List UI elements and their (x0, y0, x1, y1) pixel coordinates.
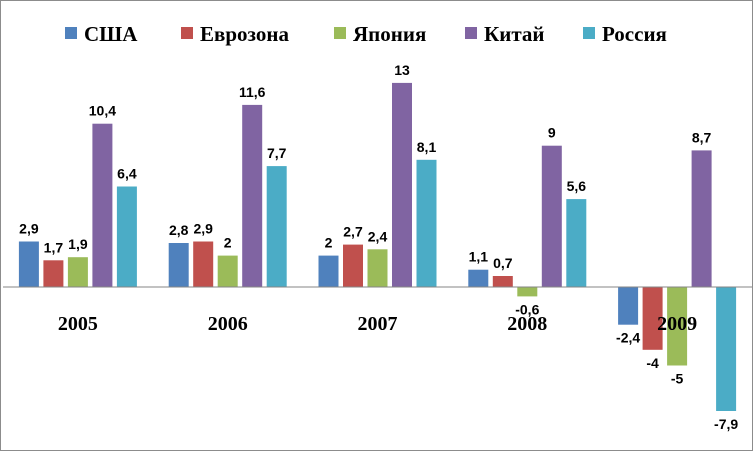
legend-item: США (65, 22, 138, 46)
legend-swatch (181, 27, 193, 39)
data-label: -4 (646, 355, 659, 371)
bar (618, 287, 639, 325)
data-label: -2,4 (616, 330, 640, 346)
data-label: 10,4 (89, 103, 116, 119)
bars-group (18, 82, 737, 411)
category-label: 2008 (507, 313, 547, 335)
data-label: -5 (671, 371, 684, 387)
bar (242, 104, 263, 288)
bar (343, 244, 363, 287)
data-label: 0,7 (493, 255, 513, 271)
data-label: 5,6 (567, 178, 587, 194)
legend-label: Китай (484, 22, 545, 46)
category-label: 2005 (58, 313, 98, 335)
legend-item: Китай (465, 22, 545, 46)
bar (492, 276, 513, 287)
bar (43, 260, 64, 287)
data-label: 7,7 (267, 145, 287, 161)
bar (367, 249, 388, 287)
data-label: 8,7 (692, 129, 712, 145)
legend-swatch (334, 27, 346, 39)
bar (468, 269, 489, 287)
legend-label: США (84, 22, 138, 46)
bar (691, 150, 712, 287)
bar (168, 243, 189, 287)
legend-label: Россия (602, 22, 667, 46)
bar (193, 241, 214, 287)
data-label: 13 (394, 62, 410, 78)
bar (642, 287, 663, 350)
bar (541, 145, 562, 287)
data-label: 1,9 (68, 236, 88, 252)
data-label: -7,9 (714, 416, 738, 432)
data-label: -0,6 (515, 301, 539, 317)
data-label: 2,9 (19, 221, 39, 237)
data-label: 1,1 (469, 249, 489, 265)
data-label: 8,1 (417, 139, 437, 155)
bar (92, 123, 113, 287)
bar (116, 186, 137, 287)
data-label: 2,9 (193, 221, 213, 237)
legend-item: Еврозона (181, 22, 289, 46)
legend-label: Еврозона (200, 22, 289, 46)
category-label: 2006 (208, 313, 248, 335)
data-label: 1,7 (44, 239, 64, 255)
data-label: 2 (325, 235, 333, 251)
data-label: 2,8 (169, 222, 189, 238)
legend-swatch (465, 27, 477, 39)
category-labels: 2005 2006 2007 2008 2009 (58, 313, 697, 335)
legend-item: Россия (583, 22, 667, 46)
legend-swatch (65, 27, 77, 39)
legend-label: Япония (353, 22, 426, 46)
category-label: 2007 (358, 313, 398, 335)
bar (667, 287, 688, 366)
bar (318, 255, 339, 287)
bar (67, 257, 88, 287)
data-label: 2 (224, 235, 232, 251)
data-label: 2,4 (368, 228, 388, 244)
bar (392, 82, 412, 288)
data-label: 6,4 (117, 166, 137, 182)
legend-item: Япония (334, 22, 426, 46)
legend: США Еврозона Япония Китай Россия (65, 22, 667, 46)
bar (416, 159, 437, 287)
data-label: 2,7 (343, 224, 363, 240)
bar (18, 241, 39, 287)
bar (716, 287, 737, 411)
bar (266, 166, 287, 287)
legend-swatch (583, 27, 595, 39)
data-label: 11,6 (239, 84, 266, 100)
bar (217, 255, 238, 287)
category-label: 2009 (657, 313, 697, 335)
data-label: 9 (548, 125, 556, 141)
bar (517, 287, 538, 297)
bar (566, 199, 587, 287)
